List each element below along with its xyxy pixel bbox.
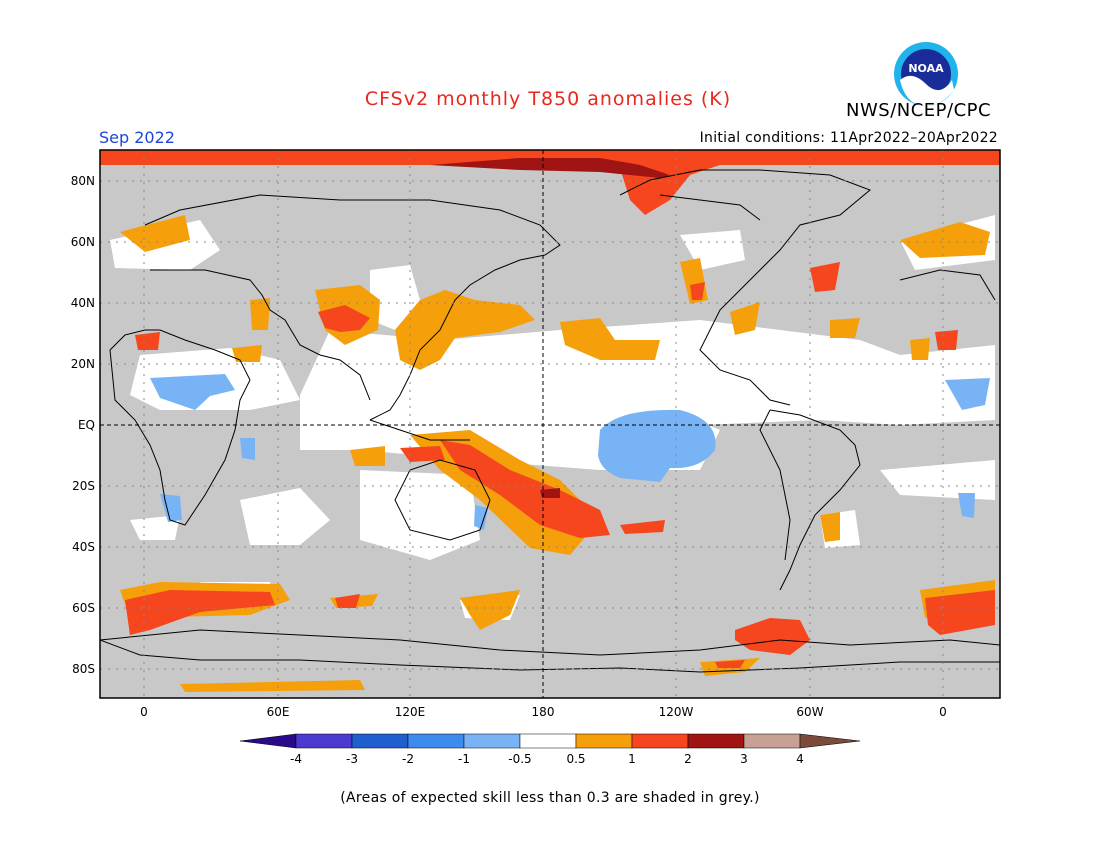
colorbar-label: 4 [796, 752, 804, 766]
colorbar-segment [463, 733, 521, 749]
lon-label: 180 [532, 705, 555, 719]
chart-title: CFSv2 monthly T850 anomalies (K) [364, 88, 732, 110]
lat-label: 60S [72, 601, 95, 615]
lat-label: 80S [72, 662, 95, 676]
colorbar-labels: -4 -3 -2 -1 -0.5 0.5 1 2 3 4 [290, 752, 804, 766]
colorbar-label: 0.5 [566, 752, 585, 766]
colorbar-segment [631, 733, 689, 749]
latitude-labels: 80N 60N 40N 20N EQ 20S 40S 60S 80S [71, 174, 95, 676]
colorbar [239, 733, 861, 749]
colorbar-label: 3 [740, 752, 748, 766]
colorbar-segment [351, 733, 409, 749]
forecast-month: Sep 2022 [99, 128, 175, 147]
colorbar-segment [407, 733, 465, 749]
colorbar-arrow-max [799, 733, 861, 749]
colorbar-label: -0.5 [508, 752, 531, 766]
lat-label: EQ [78, 418, 95, 432]
lon-label: 60E [267, 705, 290, 719]
lat-label: 40N [71, 296, 95, 310]
lon-label: 120E [395, 705, 426, 719]
agency-label: NWS/NCEP/CPC [846, 100, 992, 121]
gridlines [100, 150, 1000, 698]
colorbar-segment [687, 733, 745, 749]
longitude-labels: 0 60E 120E 180 120W 60W 0 [140, 705, 947, 719]
lat-label: 40S [72, 540, 95, 554]
map-frame [99, 149, 1001, 699]
lon-label: 0 [939, 705, 947, 719]
colorbar-label: 2 [684, 752, 692, 766]
colorbar-segment [743, 733, 801, 749]
colorbar-arrow-min [239, 733, 297, 749]
colorbar-label: -4 [290, 752, 302, 766]
lon-label: 0 [140, 705, 148, 719]
colorbar-segment [295, 733, 353, 749]
lat-label: 80N [71, 174, 95, 188]
reference-lines [100, 150, 1000, 698]
lon-label: 60W [796, 705, 823, 719]
lat-label: 20N [71, 357, 95, 371]
colorbar-label: -3 [346, 752, 358, 766]
svg-text:NOAA: NOAA [908, 62, 944, 75]
lat-label: 60N [71, 235, 95, 249]
lat-label: 20S [72, 479, 95, 493]
map-field [100, 150, 1000, 698]
skill-footnote: (Areas of expected skill less than 0.3 a… [340, 790, 760, 806]
colorbar-label: 1 [628, 752, 636, 766]
colorbar-segment [519, 733, 577, 749]
colorbar-label: -2 [402, 752, 414, 766]
lon-label: 120W [659, 705, 694, 719]
warm-strong-anomaly-regions [430, 158, 670, 498]
noaa-logo: NOAA [894, 42, 958, 106]
colorbar-segment [575, 733, 633, 749]
initial-conditions: Initial conditions: 11Apr2022–20Apr2022 [699, 130, 998, 146]
colorbar-label: -1 [458, 752, 470, 766]
